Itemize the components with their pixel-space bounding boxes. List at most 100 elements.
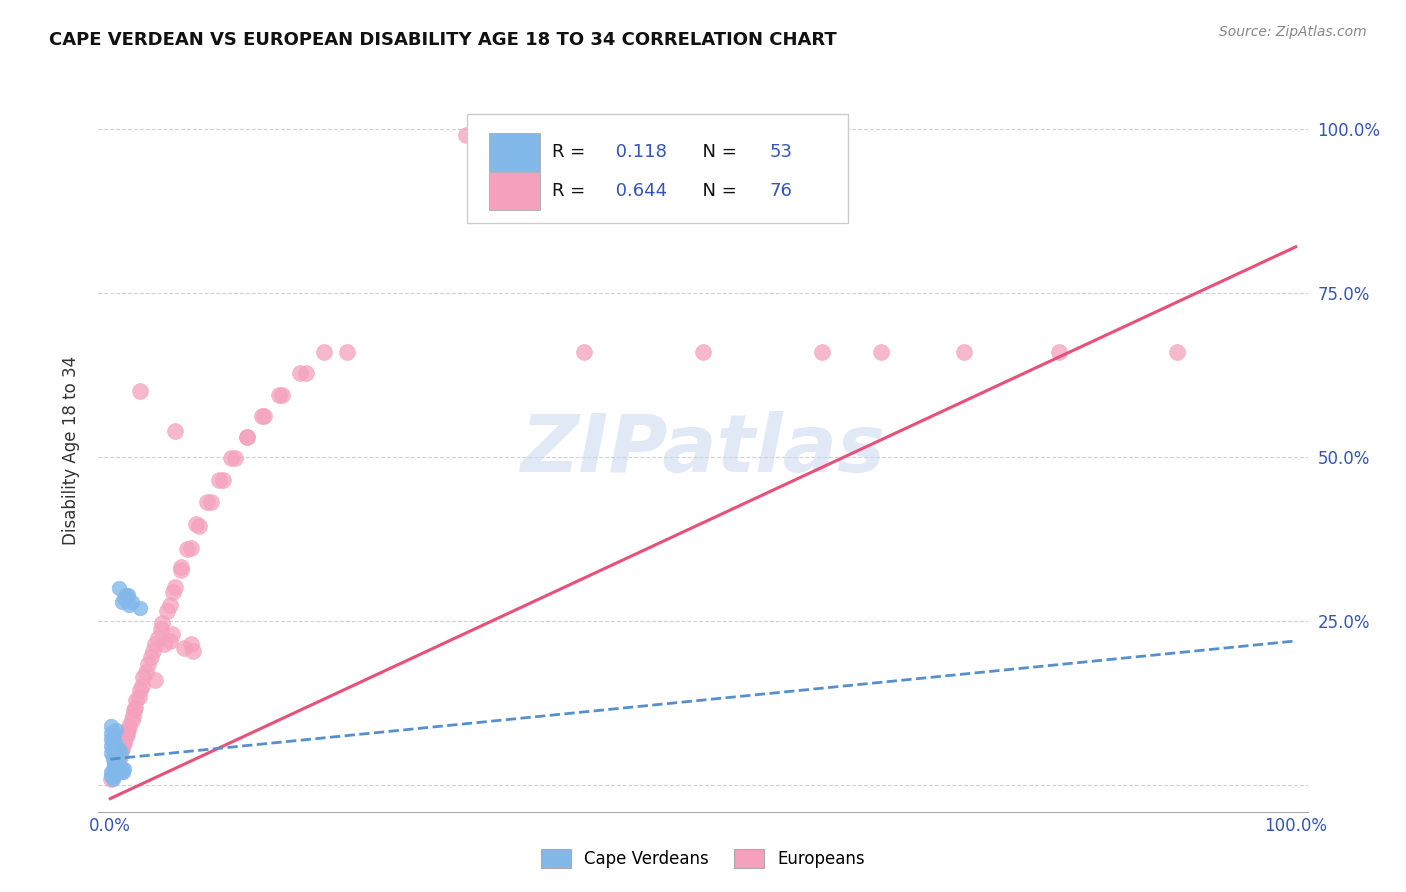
Point <box>170 560 193 574</box>
Point <box>136 657 159 671</box>
Point <box>197 494 219 508</box>
Point <box>114 762 136 776</box>
Text: R =: R = <box>551 143 591 161</box>
Point <box>180 637 202 651</box>
Point <box>118 719 141 733</box>
Point <box>103 758 125 772</box>
Point <box>170 563 193 577</box>
Point <box>105 752 128 766</box>
FancyBboxPatch shape <box>489 133 540 171</box>
Point <box>105 752 128 766</box>
Point <box>108 748 131 763</box>
Point <box>107 765 129 780</box>
Point <box>105 758 128 772</box>
Point <box>104 765 127 780</box>
Text: 76: 76 <box>769 182 793 200</box>
Point <box>253 409 276 424</box>
Point <box>129 384 152 399</box>
Point <box>162 584 184 599</box>
Point <box>208 473 231 487</box>
Point <box>103 758 125 772</box>
Point <box>100 746 122 760</box>
Point <box>108 762 131 776</box>
Point <box>224 451 246 466</box>
Point <box>574 345 596 359</box>
Point <box>146 631 169 645</box>
FancyBboxPatch shape <box>489 172 540 210</box>
Point <box>108 758 131 772</box>
Point <box>117 723 139 737</box>
Point <box>103 762 125 776</box>
Point <box>101 748 124 763</box>
Point <box>288 366 311 380</box>
Point <box>100 772 122 786</box>
Point <box>118 598 141 612</box>
Point <box>100 765 122 780</box>
Point <box>200 494 222 508</box>
Point <box>114 591 136 606</box>
Point <box>267 387 290 401</box>
Point <box>101 772 124 786</box>
Point <box>142 644 165 658</box>
Point <box>181 644 204 658</box>
Point <box>159 634 181 648</box>
Point <box>454 128 477 143</box>
Point <box>188 519 211 533</box>
Point <box>176 541 198 556</box>
Point <box>173 640 195 655</box>
Point <box>165 424 187 438</box>
Text: R =: R = <box>551 182 591 200</box>
Point <box>105 762 128 776</box>
Point <box>129 601 152 615</box>
Point <box>104 762 127 776</box>
Text: CAPE VERDEAN VS EUROPEAN DISABILITY AGE 18 TO 34 CORRELATION CHART: CAPE VERDEAN VS EUROPEAN DISABILITY AGE … <box>49 31 837 49</box>
Point <box>112 736 135 750</box>
Point <box>952 345 974 359</box>
Point <box>114 729 136 743</box>
Legend: Cape Verdeans, Europeans: Cape Verdeans, Europeans <box>534 843 872 875</box>
Point <box>100 769 122 783</box>
Point <box>110 746 132 760</box>
Point <box>122 703 145 717</box>
Point <box>312 345 335 359</box>
Point <box>111 742 134 756</box>
Point <box>1166 345 1188 359</box>
Point <box>101 769 124 783</box>
Point <box>105 756 128 770</box>
Point <box>810 345 832 359</box>
Point <box>100 719 122 733</box>
Point <box>115 727 138 741</box>
Point <box>271 387 294 401</box>
Point <box>250 409 273 424</box>
Text: 0.118: 0.118 <box>610 143 666 161</box>
Point <box>143 637 166 651</box>
Point <box>105 765 128 780</box>
FancyBboxPatch shape <box>467 114 848 223</box>
Point <box>111 762 134 776</box>
Point <box>235 430 257 444</box>
Point <box>165 580 187 594</box>
Point <box>101 729 124 743</box>
Point <box>110 765 132 780</box>
Text: N =: N = <box>690 143 742 161</box>
Point <box>101 742 124 756</box>
Point <box>105 765 128 780</box>
Point <box>180 541 202 555</box>
Point <box>105 723 128 737</box>
Point <box>107 742 129 756</box>
Point <box>101 769 124 783</box>
Point <box>100 739 122 753</box>
Point <box>104 739 127 753</box>
Point <box>135 665 157 680</box>
Text: 0.644: 0.644 <box>610 182 666 200</box>
Point <box>124 701 146 715</box>
Point <box>129 683 152 698</box>
Point <box>121 594 143 608</box>
Point <box>295 366 318 380</box>
Point <box>104 756 127 770</box>
Point <box>235 430 257 444</box>
Point <box>125 693 148 707</box>
Point <box>869 345 891 359</box>
Point <box>160 627 183 641</box>
Point <box>105 762 128 776</box>
